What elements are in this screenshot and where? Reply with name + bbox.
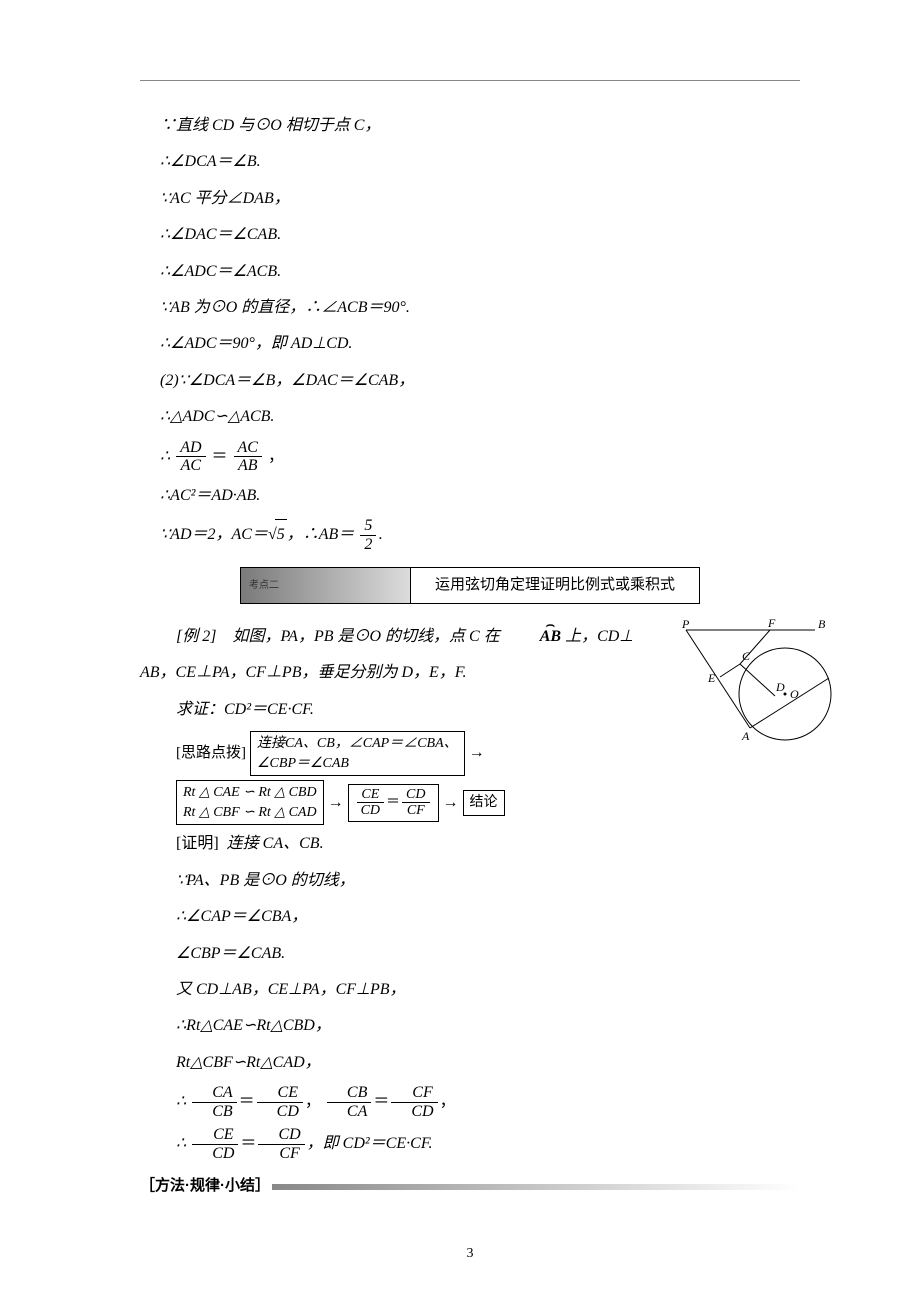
ex2-p8: ∴ CACB＝CECD， CBCA＝CFCD， [140,1084,800,1120]
p1-l1: ∵直线 CD 与⊙O 相切于点 C， [140,111,800,141]
page-number: 3 [140,1241,800,1268]
method-summary: ［方法·规律·小结］ [140,1172,800,1201]
frac-ac-ab: ACAB [234,439,262,475]
ex2-p1: 连接 CA、CB. [227,835,324,852]
ex2-p9: ∴ CECD＝CDCF，即 CD²＝CE·CF. [140,1126,800,1162]
arrow-icon-2: → [328,788,344,818]
frac-ad-ac: ADAC [176,439,205,475]
svg-text:B: B [818,617,826,631]
p1-l5: ∴∠ADC＝∠ACB. [140,257,800,287]
p1-l2: ∴∠DCA＝∠B. [140,147,800,177]
ex2-p5: 又 CD⊥AB，CE⊥PA，CF⊥PB， [140,975,800,1005]
method-label: ［方法·规律·小结］ [140,1172,270,1201]
banner-left: 考点二 [241,568,411,603]
p1-l4: ∴∠DAC＝∠CAB. [140,220,800,250]
section-banner: 考点二 运用弦切角定理证明比例式或乘积式 [140,567,800,604]
svg-text:E: E [707,671,716,685]
ex2-p3: ∴∠CAP＝∠CBA， [140,902,800,932]
proof-label-row: [证明] 连接 CA、CB. [140,829,800,859]
p1-l10: ∴ ADAC ＝ ACAB ， [140,439,800,475]
comma1: ， [268,447,284,464]
circle-diagram: P F B E C D O A [680,616,850,746]
wave-line-icon [272,1184,800,1190]
hint-box-2: Rt △ CAE ∽ Rt △ CBD Rt △ CBF ∽ Rt △ CAD [176,780,324,825]
arrow-icon: → [469,738,485,768]
top-rule [140,80,800,81]
ex2-p2: ∵PA、PB 是⊙O 的切线， [140,866,800,896]
p1-l12a: ∵AD＝2，AC＝ [160,526,268,543]
proof-block-1: ∵直线 CD 与⊙O 相切于点 C， ∴∠DCA＝∠B. ∵AC 平分∠DAB，… [140,111,800,553]
period: . [378,526,382,543]
hint-box-3: CECD＝CDCF [348,784,439,822]
p1-l8: (2)∵∠DCA＝∠B，∠DAC＝∠CAB， [140,366,800,396]
p1-l9: ∴△ADC∽△ACB. [140,402,800,432]
p1-l10a: ∴ [160,447,170,464]
ex2-p7: Rt△CBF∽Rt△CAD， [140,1048,800,1078]
banner-right: 运用弦切角定理证明比例式或乘积式 [411,568,699,603]
ex2-p6: ∴Rt△CAE∽Rt△CBD， [140,1011,800,1041]
eq1: ＝ [212,447,228,464]
frac-5-2: 52 [360,517,376,553]
ex2-head-a: [例 2] 如图，PA，PB 是⊙O 的切线，点 C 在 [176,628,504,645]
proof-label: [证明] [176,835,219,852]
svg-text:P: P [681,617,690,631]
p1-l11: ∴AC²＝AD·AB. [140,481,800,511]
hint-label: [思路点拨] [176,739,246,768]
sqrt5: 5 [268,519,287,550]
svg-text:A: A [741,729,750,743]
arrow-icon-3: → [443,788,459,818]
ex2-head-b: 上，CD⊥ [561,628,633,645]
p1-l6: ∵AB 为⊙O 的直径，∴∠ACB＝90°. [140,293,800,323]
arc-ab: ⌢AB [504,622,561,652]
svg-text:D: D [775,680,785,694]
hint-box-4: 结论 [463,790,505,816]
hint-box-1: 连接CA、CB，∠CAP＝∠CBA、 ∠CBP＝∠CAB [250,731,465,776]
ex2-p4: ∠CBP＝∠CAB. [140,939,800,969]
p1-l12b: ，∴AB＝ [287,526,355,543]
p1-l7: ∴∠ADC＝90°，即 AD⊥CD. [140,329,800,359]
p1-l12: ∵AD＝2，AC＝5，∴AB＝ 52. [140,517,800,553]
p1-l3: ∵AC 平分∠DAB， [140,184,800,214]
svg-text:F: F [767,616,776,630]
hint-row-2: Rt △ CAE ∽ Rt △ CBD Rt △ CBF ∽ Rt △ CAD … [140,780,800,825]
example2: P F B E C D O A [例 2] 如图，PA，PB 是⊙O 的切线，点… [140,622,800,1163]
svg-text:O: O [790,687,799,701]
svg-text:C: C [742,649,751,663]
